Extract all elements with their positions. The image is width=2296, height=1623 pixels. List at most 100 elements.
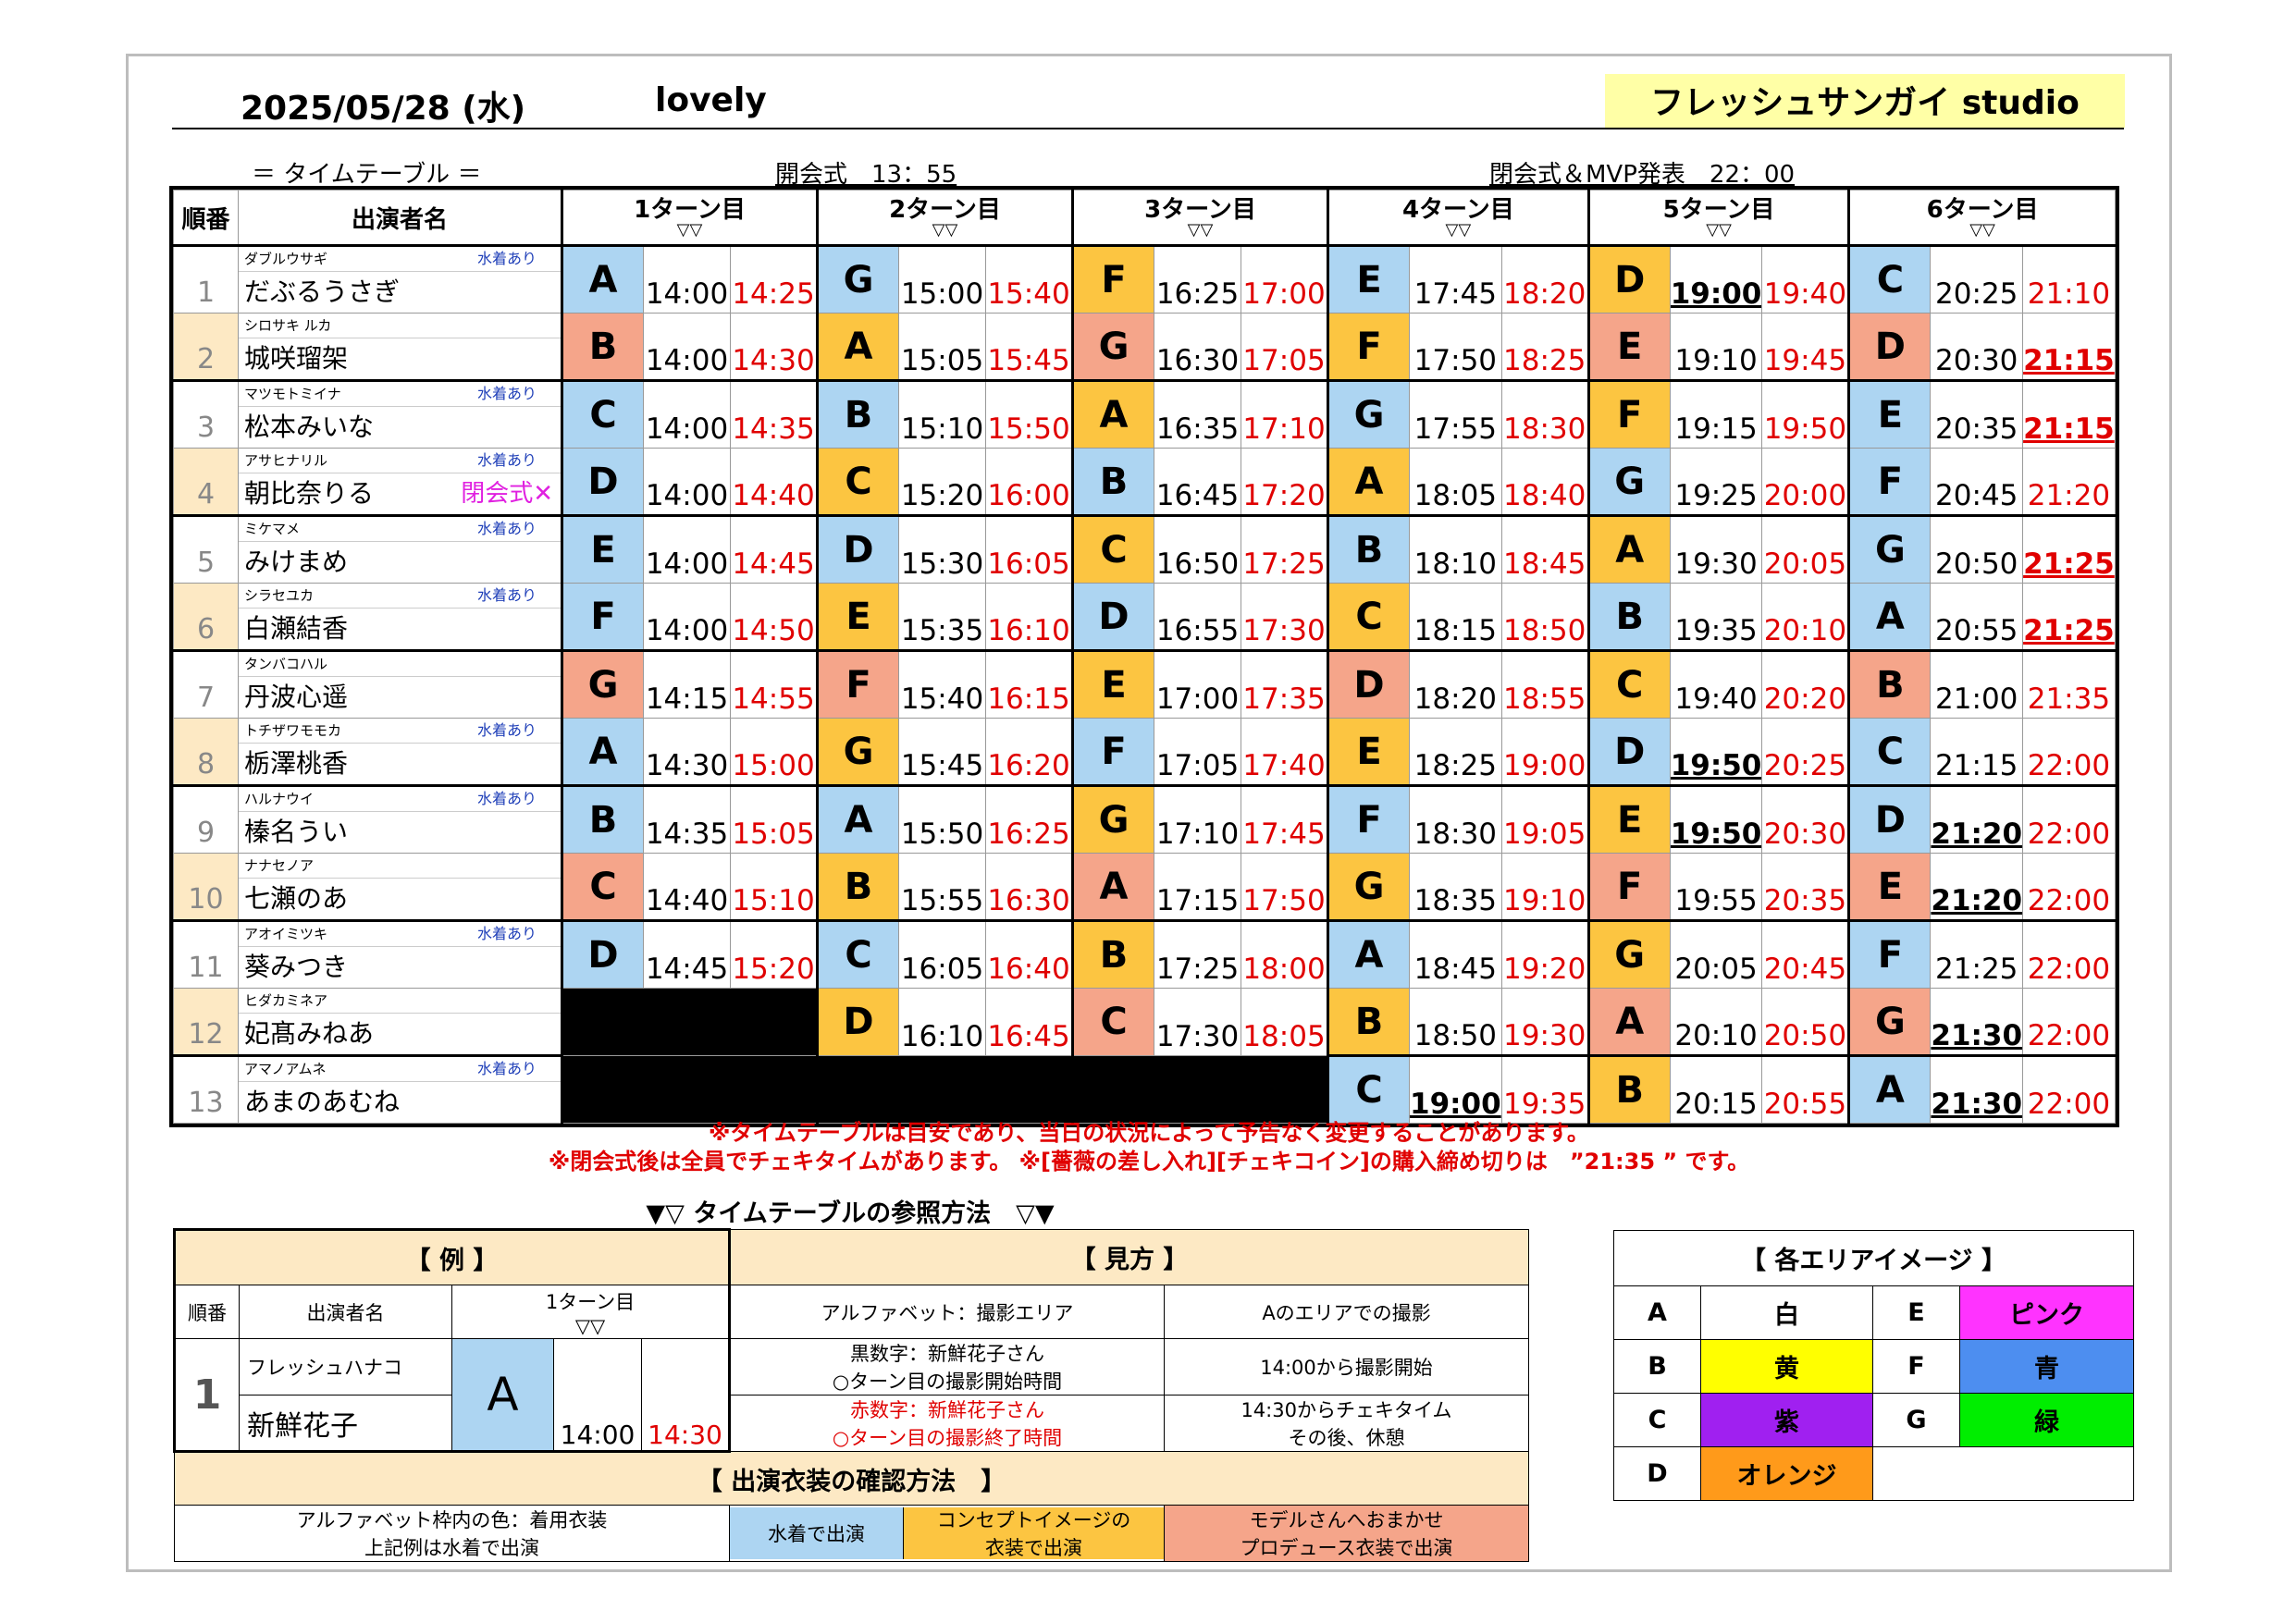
event-date: 2025/05/28 (水) bbox=[241, 90, 526, 128]
start-time: 19:15 bbox=[1669, 379, 1763, 449]
area-letter: E bbox=[1327, 244, 1410, 314]
legend-key: A bbox=[1613, 1285, 1701, 1340]
swimsuit-badge: 水着あり bbox=[476, 721, 537, 739]
performer-name: だぶるうさぎ bbox=[244, 277, 401, 307]
performer-name: 榛名うい bbox=[244, 817, 349, 847]
performer-kana: ダブルウサギ 水着あり bbox=[239, 249, 561, 272]
end-time: 22:00 bbox=[2022, 853, 2116, 921]
swimsuit-badge: 水着あり bbox=[476, 250, 537, 267]
swim-swatch: 水着で出演 bbox=[730, 1507, 904, 1559]
legend-key: F bbox=[1872, 1339, 1960, 1394]
area-letter: B bbox=[1586, 583, 1671, 651]
legend-key: D bbox=[1613, 1446, 1701, 1501]
performer-note: 閉会式✕ bbox=[461, 480, 553, 508]
area-letter: G bbox=[1847, 514, 1932, 584]
legend-row: D オレンジ bbox=[1613, 1446, 2134, 1501]
turn-arrow: ▽▽ bbox=[1187, 220, 1214, 240]
start-time: 20:25 bbox=[1930, 244, 2024, 314]
area-letter: B bbox=[561, 313, 644, 381]
end-time: 19:05 bbox=[1500, 784, 1589, 854]
performer-name: 七瀬のあ bbox=[244, 883, 349, 914]
start-time: 16:05 bbox=[898, 919, 986, 989]
area-letter: G bbox=[1847, 988, 1932, 1056]
header-rule bbox=[172, 128, 2124, 129]
start-time: 15:50 bbox=[898, 784, 986, 854]
start-time: 18:45 bbox=[1409, 919, 1502, 989]
red-desc: 14:30からチェキタイム その後、休憩 bbox=[1164, 1395, 1529, 1452]
end-time: 21:35 bbox=[2022, 649, 2116, 719]
end-time: 18:55 bbox=[1500, 649, 1589, 719]
start-time: 19:35 bbox=[1669, 583, 1763, 651]
performer-kana: ナナセノア bbox=[239, 855, 561, 879]
costume-text-2: 上記例は水着で出演 bbox=[364, 1537, 539, 1559]
start-time: 14:00 bbox=[643, 379, 731, 449]
swimsuit-badge: 水着あり bbox=[476, 1060, 537, 1077]
start-time: 15:10 bbox=[898, 379, 986, 449]
end-time: 21:20 bbox=[2022, 448, 2116, 516]
table-row: 4 アサヒナリル 水着あり 朝比奈りる 閉会式✕ D 14:00 14:40 C 15:20 16:… bbox=[173, 448, 2116, 516]
area-letter: E bbox=[1327, 718, 1410, 786]
turn-header-4: 4ターン目 ▽▽ bbox=[1327, 190, 1589, 246]
performer-name: みけまめ bbox=[244, 547, 349, 577]
model-2: プロデュース衣装で出演 bbox=[1240, 1537, 1453, 1559]
area-letter: A bbox=[1586, 988, 1671, 1056]
example-area: A bbox=[451, 1338, 554, 1453]
start-time: 18:20 bbox=[1409, 649, 1502, 719]
swimsuit-badge: 水着あり bbox=[476, 586, 537, 604]
table-row: 9 ハルナウイ 水着あり 榛名うい B 14:35 15:05 A 15:50 16:25 G 17:… bbox=[173, 784, 2116, 854]
start-time: 17:10 bbox=[1154, 784, 1241, 854]
costume-text: アルファベット枠内の色：着用衣装 上記例は水着で出演 bbox=[174, 1505, 730, 1562]
end-time: 14:40 bbox=[730, 448, 818, 516]
end-time: 15:20 bbox=[730, 919, 818, 989]
end-time: 15:10 bbox=[730, 853, 818, 921]
area-letter: D bbox=[1071, 583, 1154, 651]
area-letter: E bbox=[1847, 379, 1932, 449]
table-row: 12 ヒダカミネア 妃髙みねあ D 16:10 16:45 C 17:30 18:05 B 18:5… bbox=[173, 988, 2116, 1056]
end-time: 21:10 bbox=[2022, 244, 2116, 314]
start-time: 16:50 bbox=[1154, 514, 1241, 584]
end-time: 18:45 bbox=[1500, 514, 1589, 584]
example-header: 【 例 】 bbox=[173, 1228, 731, 1285]
area-letter: E bbox=[1586, 784, 1671, 854]
start-time: 18:05 bbox=[1409, 448, 1502, 516]
area-letter: G bbox=[816, 718, 899, 786]
area-letter: D bbox=[561, 448, 644, 516]
table-row: 8 トチザワモモカ 水着あり 栃澤桃香 A 14:30 15:00 G 15:45 16:20 F 1… bbox=[173, 718, 2116, 786]
example-col-name: 出演者名 bbox=[239, 1285, 452, 1339]
page-frame bbox=[126, 54, 2172, 1572]
turn-label: 1ターン目 bbox=[634, 196, 746, 224]
row-number: 8 bbox=[173, 718, 239, 786]
end-time: 19:10 bbox=[1500, 853, 1589, 921]
start-time: 17:50 bbox=[1409, 313, 1502, 381]
end-time: 20:00 bbox=[1761, 448, 1850, 516]
concept-swatch: コンセプトイメージの 衣装で出演 bbox=[904, 1507, 1164, 1559]
start-time: 17:25 bbox=[1154, 919, 1241, 989]
howto-table: 【 例 】 【 見方 】 順番 出演者名 1ターン目 ▽▽ アルファベット：撮影エ… bbox=[173, 1228, 1529, 1562]
start-time: 20:55 bbox=[1930, 583, 2024, 651]
start-time: 14:45 bbox=[643, 919, 731, 989]
turn-header-1: 1ターン目 ▽▽ bbox=[561, 190, 818, 246]
row-number: 4 bbox=[173, 448, 239, 516]
end-time: 16:30 bbox=[985, 853, 1073, 921]
area-letter: D bbox=[1586, 244, 1671, 314]
area-letter: G bbox=[1327, 853, 1410, 921]
row-number: 5 bbox=[173, 514, 239, 584]
event-title: lovely bbox=[655, 81, 767, 119]
view-header: 【 見方 】 bbox=[729, 1229, 1529, 1285]
area-letter: B bbox=[561, 784, 644, 854]
legend-color: 緑 bbox=[1959, 1393, 2134, 1447]
start-time: 18:25 bbox=[1409, 718, 1502, 786]
swimsuit-badge: 水着あり bbox=[476, 451, 537, 469]
area-letter: F bbox=[1327, 313, 1410, 381]
legend-color: ピンク bbox=[1959, 1285, 2134, 1340]
end-time: 18:20 bbox=[1500, 244, 1589, 314]
area-letter: B bbox=[1327, 988, 1410, 1056]
performer-name: 白瀬結香 bbox=[244, 613, 349, 644]
performer-kana: ハルナウイ 水着あり bbox=[239, 789, 561, 812]
start-time: 17:45 bbox=[1409, 244, 1502, 314]
performer-cell: シロサキ ルカ 城咲瑠架 bbox=[238, 313, 562, 381]
start-time: 15:05 bbox=[898, 313, 986, 381]
end-time: 17:10 bbox=[1241, 379, 1328, 449]
warning-line-2: ※閉会式後は全員でチェキタイムがあります。 ※[薔薇の差し入れ][チェキコイン]… bbox=[548, 1149, 1750, 1174]
area-letter: A bbox=[1327, 919, 1410, 989]
